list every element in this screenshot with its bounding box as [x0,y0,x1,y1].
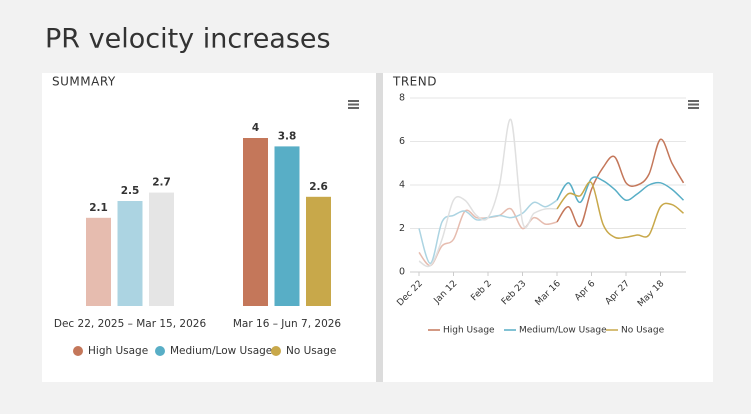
legend-label: Medium/Low Usage [519,326,607,336]
data-label: 2.5 [121,185,140,197]
series-line [556,181,684,240]
data-label: 2.7 [152,177,171,189]
y-tick-label: 8 [399,93,405,104]
bar [274,146,300,306]
series-line [556,176,685,204]
y-tick-label: 0 [399,267,405,278]
data-label: 4 [252,122,259,134]
panel-title: TREND [392,75,437,89]
x-tick-label: Dec 22, 2025 – Mar 15, 2026 [54,318,207,330]
legend-swatch [73,346,83,356]
legend-label: High Usage [443,326,495,336]
y-tick-label: 4 [399,180,405,191]
trend-panel [383,73,713,382]
series-line [418,118,558,268]
legend-label: Medium/Low Usage [170,345,272,357]
bar [149,192,174,306]
legend-label: No Usage [286,345,336,357]
y-tick-label: 2 [399,223,405,234]
page-title: PR velocity increases [45,24,331,55]
menu-icon[interactable] [348,100,359,109]
legend-swatch [155,346,165,356]
x-tick-label: Mar 16 – Jun 7, 2026 [233,318,342,330]
data-label: 2.6 [309,181,328,193]
series-line [556,138,685,228]
data-label: 2.1 [89,202,108,214]
bar [243,138,268,306]
bar [306,196,331,306]
panel-title: SUMMARY [52,75,116,89]
divider [376,73,383,382]
menu-icon[interactable] [688,100,699,109]
y-tick-label: 6 [399,136,405,147]
bar [86,217,111,306]
data-label: 3.8 [278,130,297,142]
legend-label: No Usage [621,326,665,336]
legend-swatch [271,346,281,356]
legend-label: High Usage [88,345,148,357]
bar [117,201,143,306]
